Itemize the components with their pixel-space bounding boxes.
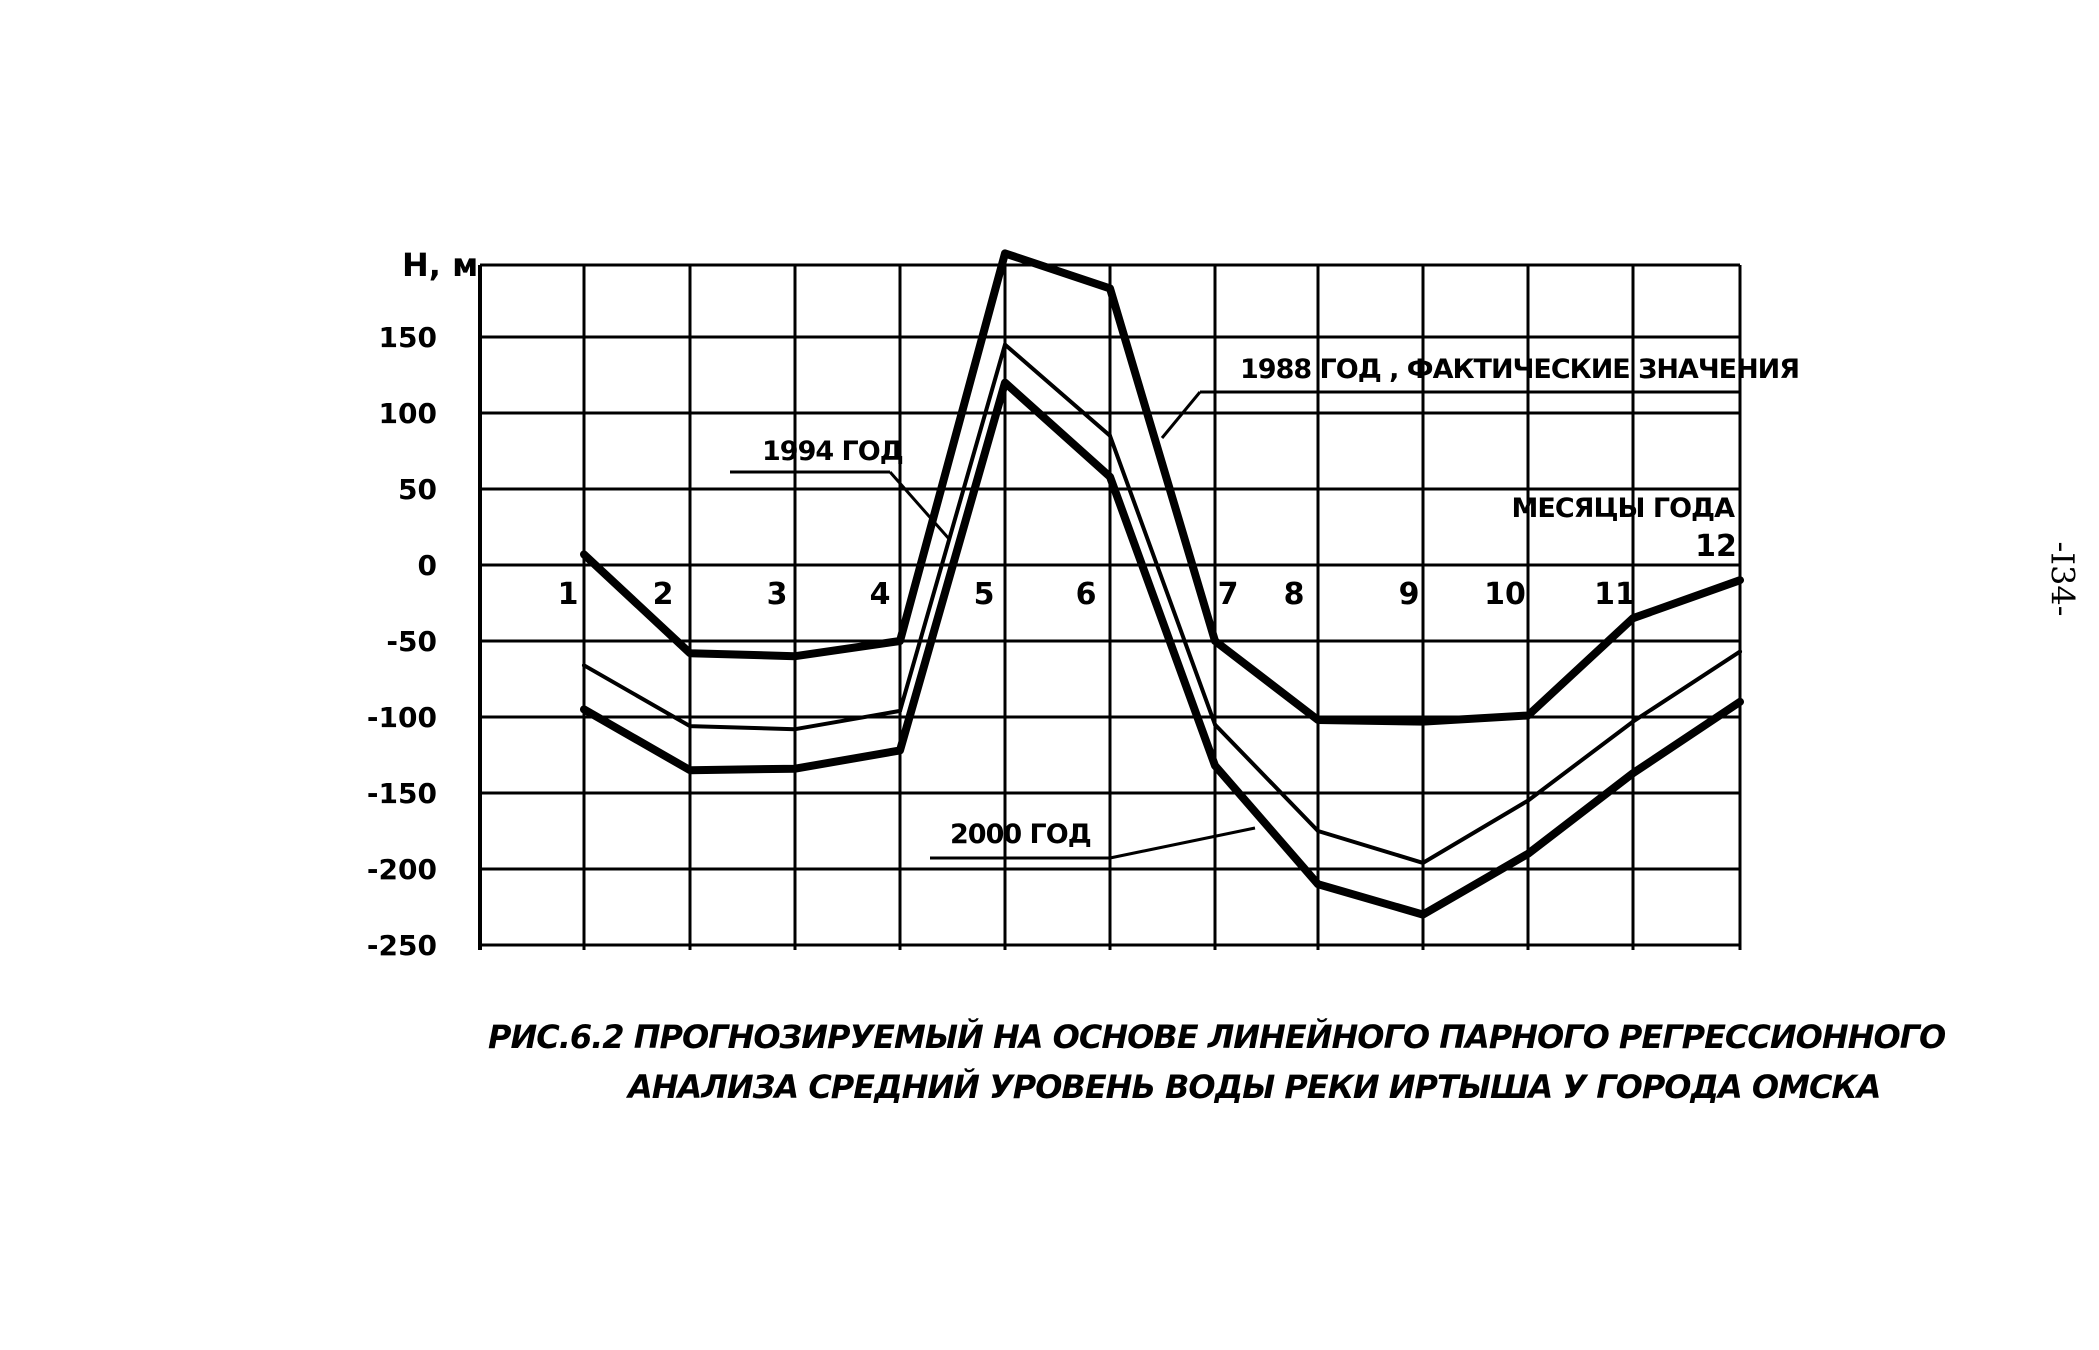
y-tick-label: -200 xyxy=(367,853,437,886)
x-tick-label-month-6: 6 xyxy=(1076,577,1097,612)
y-tick-label: -150 xyxy=(367,777,437,810)
series-point-3 xyxy=(897,747,903,754)
series-point-3 xyxy=(687,767,693,774)
series-line-3 xyxy=(580,378,1744,919)
x-tick-label-month-5: 5 xyxy=(974,577,995,612)
series-label-leader xyxy=(1109,826,1256,860)
y-axis-title: H, м xyxy=(402,246,478,284)
y-tick-label: -250 xyxy=(367,929,437,962)
y-tick-label: 0 xyxy=(418,549,437,582)
series-point-2 xyxy=(793,727,797,732)
series-point-1 xyxy=(792,653,798,660)
series-point-2 xyxy=(1421,860,1425,865)
series-label-leader xyxy=(888,471,952,541)
series-point-1 xyxy=(1737,577,1743,584)
series-point-1 xyxy=(581,551,587,558)
series-point-2 xyxy=(1213,722,1217,727)
series-label-3: 2000 ГОД xyxy=(950,819,1091,850)
chart-annotations: 1988 ГОД , ФАКТИЧЕСКИЕ ЗНАЧЕНИЯ 1994 ГОД 2… xyxy=(730,354,1800,860)
series-point-2 xyxy=(688,724,692,729)
series-point-3 xyxy=(1630,770,1636,777)
series-point-3 xyxy=(1525,850,1531,857)
series-point-1 xyxy=(1525,712,1531,719)
figure-caption-line-2: АНАЛИЗА СРЕДНИЙ УРОВЕНЬ ВОДЫ РЕКИ ИРТЫША… xyxy=(628,1068,1881,1106)
series-point-2 xyxy=(582,663,586,668)
x-tick-label-month-1: 1 xyxy=(558,577,579,612)
series-line-2 xyxy=(582,342,1742,865)
figure-caption-line-1: РИС.6.2 ПРОГНОЗИРУЕМЫЙ НА ОСНОВЕ ЛИНЕЙНО… xyxy=(488,1018,1946,1056)
series-point-1 xyxy=(1315,717,1321,724)
x-tick-label-month-9: 9 xyxy=(1399,577,1420,612)
chart-series xyxy=(580,249,1744,919)
y-tick-label: 150 xyxy=(379,321,437,354)
series-point-2 xyxy=(1738,649,1742,654)
series-point-3 xyxy=(792,765,798,772)
x-tick-label-month-4: 4 xyxy=(870,577,891,612)
x-tick-label-month-2: 2 xyxy=(653,577,674,612)
series-point-1 xyxy=(687,650,693,657)
series-point-1 xyxy=(1002,250,1008,257)
y-tick-label: 100 xyxy=(379,397,437,430)
x-tick-label-month-3: 3 xyxy=(767,577,788,612)
series-point-1 xyxy=(897,638,903,644)
x-tick-label-month-11: 11 xyxy=(1594,577,1636,612)
x-tick-label-month-10: 10 xyxy=(1484,577,1526,612)
series-point-3 xyxy=(1002,379,1008,386)
series-point-2 xyxy=(1003,342,1007,347)
series-point-2 xyxy=(898,708,902,713)
series-label-2: 1994 ГОД xyxy=(762,436,903,467)
series-label-leader xyxy=(1160,391,1202,439)
x-tick-label-month-7: 7 xyxy=(1218,577,1239,612)
series-point-1 xyxy=(1420,718,1426,725)
series-point-1 xyxy=(1212,638,1218,644)
series-point-3 xyxy=(581,706,587,713)
series-point-1 xyxy=(1107,285,1113,292)
series-point-2 xyxy=(1316,829,1320,833)
series-point-3 xyxy=(1212,762,1218,769)
series-point-3 xyxy=(1737,698,1743,705)
series-point-2 xyxy=(1108,433,1112,438)
x-tick-label-month-8: 8 xyxy=(1284,577,1305,612)
series-point-2 xyxy=(1631,719,1635,724)
page-number: -I34- xyxy=(2043,541,2082,617)
x-tick-label-month-12: 12 xyxy=(1695,529,1737,564)
y-tick-label: -50 xyxy=(386,625,437,658)
x-axis-title: МЕСЯЦЫ ГОДА xyxy=(1512,493,1736,524)
y-tick-label: 50 xyxy=(398,473,437,506)
series-point-3 xyxy=(1420,911,1426,918)
series-line-1 xyxy=(580,249,1744,726)
series-point-2 xyxy=(1526,798,1530,803)
series-point-3 xyxy=(1107,473,1113,480)
y-axis-tick-labels: 150 100 50 0 -50 -100 -150 -200 -250 xyxy=(367,321,437,962)
series-point-1 xyxy=(1630,615,1636,622)
series-point-3 xyxy=(1315,881,1321,888)
series-label-1: 1988 ГОД , ФАКТИЧЕСКИЕ ЗНАЧЕНИЯ xyxy=(1240,354,1799,385)
y-tick-label: -100 xyxy=(367,701,437,734)
